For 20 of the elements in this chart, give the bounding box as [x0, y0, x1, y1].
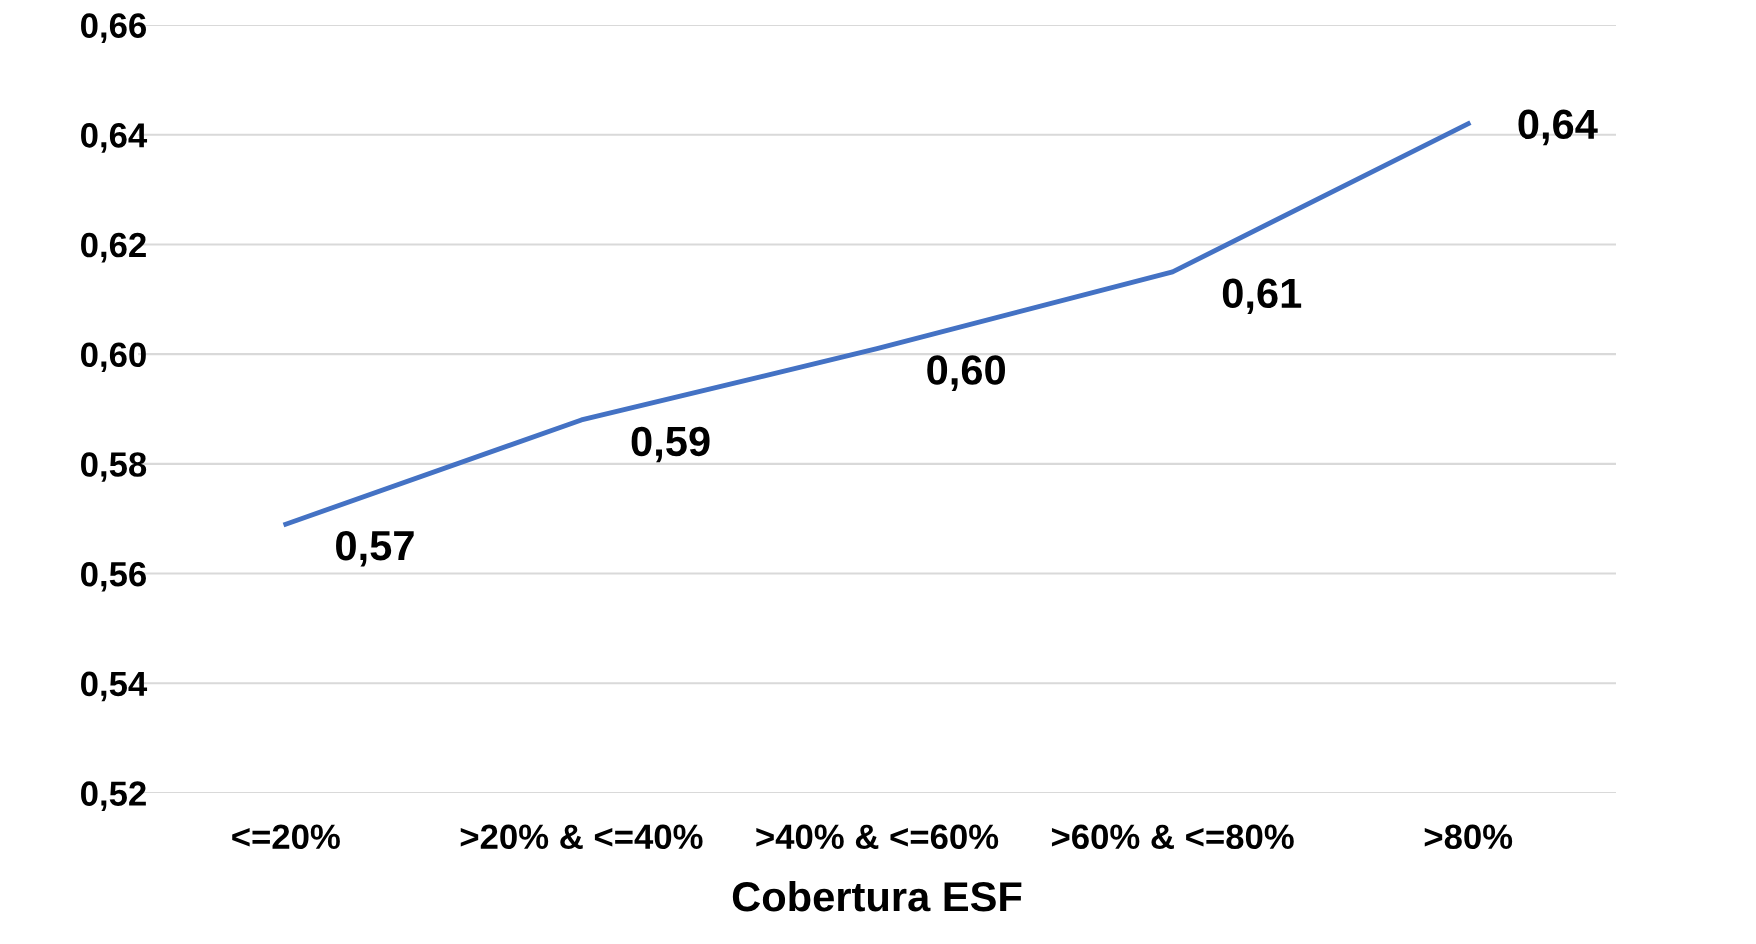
x-tick-label: >20% & <=40%: [460, 824, 703, 850]
data-label: 0,60: [927, 355, 1005, 391]
x-tick-label: >60% & <=80%: [1051, 824, 1294, 850]
data-label: 0,57: [336, 530, 414, 567]
line-series: [283, 121, 1471, 527]
data-label: 0,59: [631, 426, 710, 463]
y-tick-label: 0,54: [81, 671, 148, 702]
y-tick-label: 0,62: [81, 232, 146, 263]
x-axis-title: Cobertura ESF: [732, 880, 1022, 912]
data-label: 0,64: [1518, 109, 1598, 146]
x-tick-label: <=20%: [232, 824, 340, 850]
x-tick-label: >40% & <=60%: [756, 824, 999, 850]
y-tick-label: 0,66: [81, 13, 146, 43]
y-tick-label: 0,64: [81, 123, 148, 153]
x-tick-label: >80%: [1424, 824, 1513, 850]
y-tick-label: 0,56: [81, 561, 146, 592]
y-tick-label: 0,52: [81, 781, 146, 811]
data-label: 0,61: [1222, 278, 1302, 315]
y-tick-label: 0,58: [81, 452, 147, 482]
y-tick-label: 0,60: [81, 342, 146, 373]
